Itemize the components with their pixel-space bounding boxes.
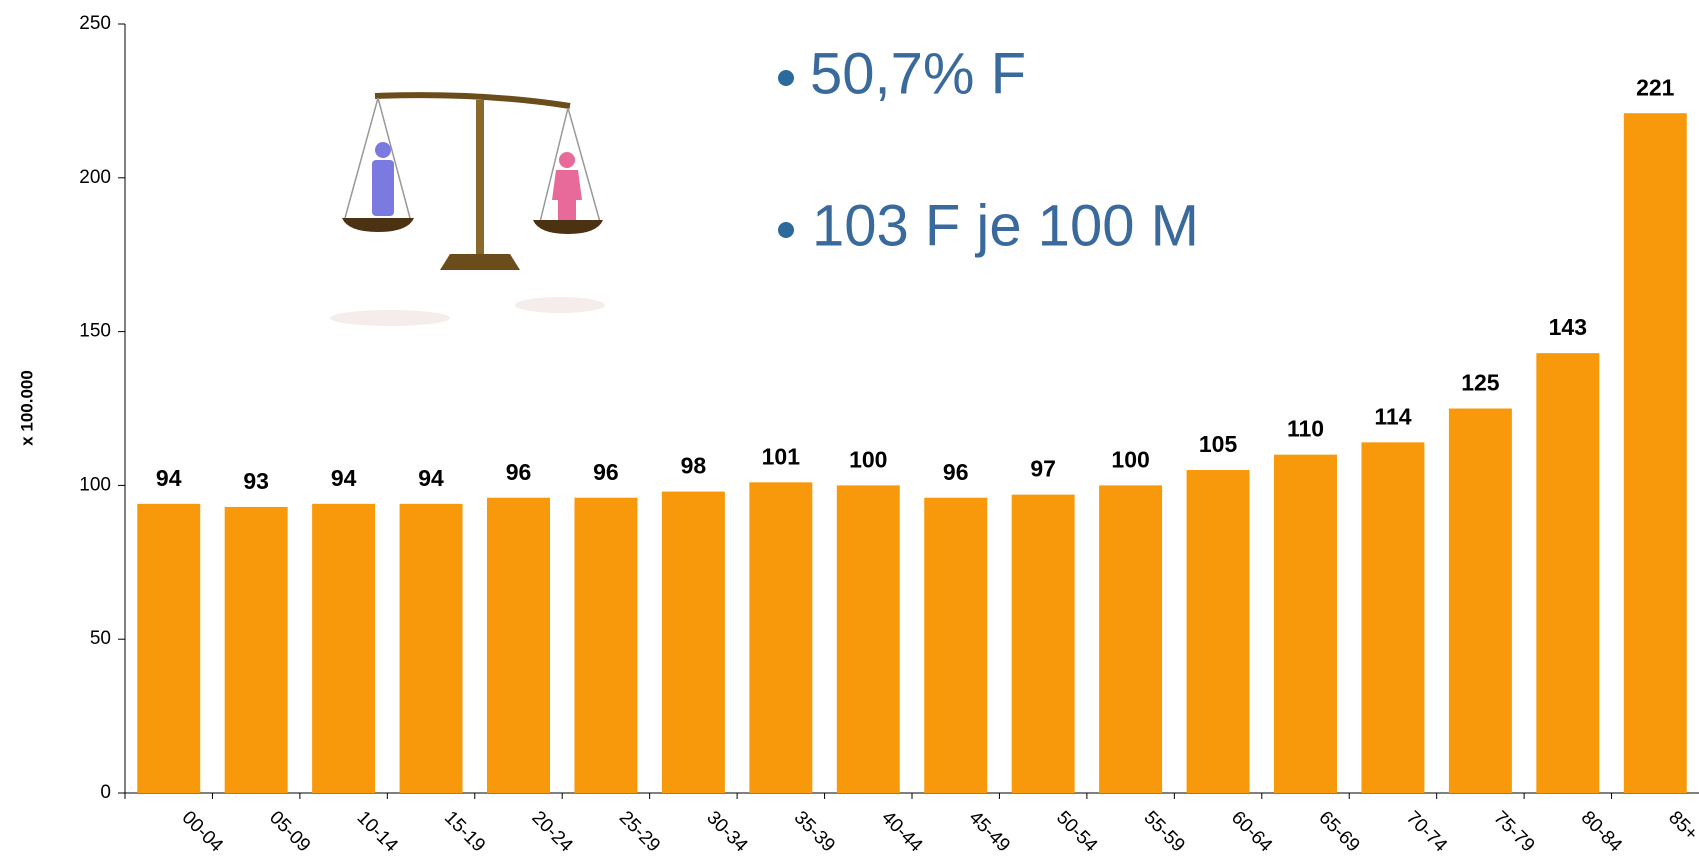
x-tick-label: 20-24 (527, 807, 577, 857)
x-tick-label: 45-49 (965, 807, 1014, 856)
bar (1623, 113, 1687, 794)
x-tick-label: 00-04 (178, 807, 228, 857)
bar (137, 503, 201, 793)
bar (1361, 442, 1425, 793)
value-label: 96 (593, 459, 619, 485)
bar (1274, 454, 1337, 793)
scale-icon (330, 92, 605, 326)
x-tick-label: 55-59 (1140, 807, 1189, 856)
x-tick-label: 50-54 (1052, 807, 1102, 857)
value-label: 114 (1374, 403, 1411, 429)
x-tick-label: 60-64 (1227, 807, 1277, 857)
value-label: 101 (762, 443, 801, 469)
value-label: 98 (681, 453, 707, 479)
y-tick-label: 200 (79, 167, 111, 188)
y-tick-label: 0 (100, 782, 111, 803)
x-tick-label: 70-74 (1402, 807, 1452, 857)
bullet (778, 70, 794, 86)
bar (399, 503, 463, 793)
value-label: 100 (1111, 446, 1149, 472)
bar (312, 503, 376, 793)
y-tick-label: 250 (79, 13, 111, 34)
value-label: 97 (1030, 456, 1056, 482)
value-label: 221 (1636, 74, 1675, 100)
bar (1186, 470, 1250, 793)
value-label: 93 (243, 468, 269, 494)
value-label: 110 (1287, 416, 1324, 442)
y-tick-label: 50 (90, 628, 111, 649)
value-label: 94 (418, 465, 444, 491)
x-tick-label: 05-09 (265, 807, 314, 856)
annotation: 50,7% F (810, 41, 1026, 106)
x-tick-label: 35-39 (790, 807, 839, 856)
x-tick-label: 80-84 (1577, 807, 1627, 857)
x-tick-label: 75-79 (1489, 807, 1538, 856)
x-tick-label: 85+ (1664, 807, 1699, 845)
bullet (778, 222, 794, 238)
bar (1099, 485, 1163, 793)
bar (661, 491, 725, 793)
bar (574, 497, 638, 793)
x-tick-label: 65-69 (1314, 807, 1363, 856)
x-tick-label: 40-44 (877, 807, 927, 857)
value-label: 94 (156, 465, 182, 491)
annotation: 103 F je 100 M (812, 193, 1199, 258)
value-label: 96 (943, 459, 969, 485)
y-axis-label: x 100.000 (17, 370, 36, 446)
value-label: 125 (1461, 370, 1500, 396)
y-tick-label: 100 (79, 474, 111, 495)
value-label: 96 (506, 459, 532, 485)
bar (749, 482, 813, 793)
bar (224, 506, 288, 793)
bar (1011, 494, 1075, 793)
value-label: 100 (849, 446, 887, 472)
bar (1448, 408, 1512, 793)
bar (487, 497, 550, 793)
value-label: 105 (1199, 431, 1238, 457)
bar (1536, 353, 1600, 793)
bar (924, 497, 988, 793)
x-tick-label: 25-29 (615, 807, 664, 856)
x-tick-label: 10-14 (353, 807, 403, 857)
x-tick-label: 30-34 (702, 807, 752, 857)
bar (836, 485, 900, 793)
x-tick-label: 15-19 (440, 807, 489, 856)
value-label: 143 (1549, 314, 1587, 340)
value-label: 94 (331, 465, 357, 491)
y-tick-label: 150 (79, 321, 111, 342)
